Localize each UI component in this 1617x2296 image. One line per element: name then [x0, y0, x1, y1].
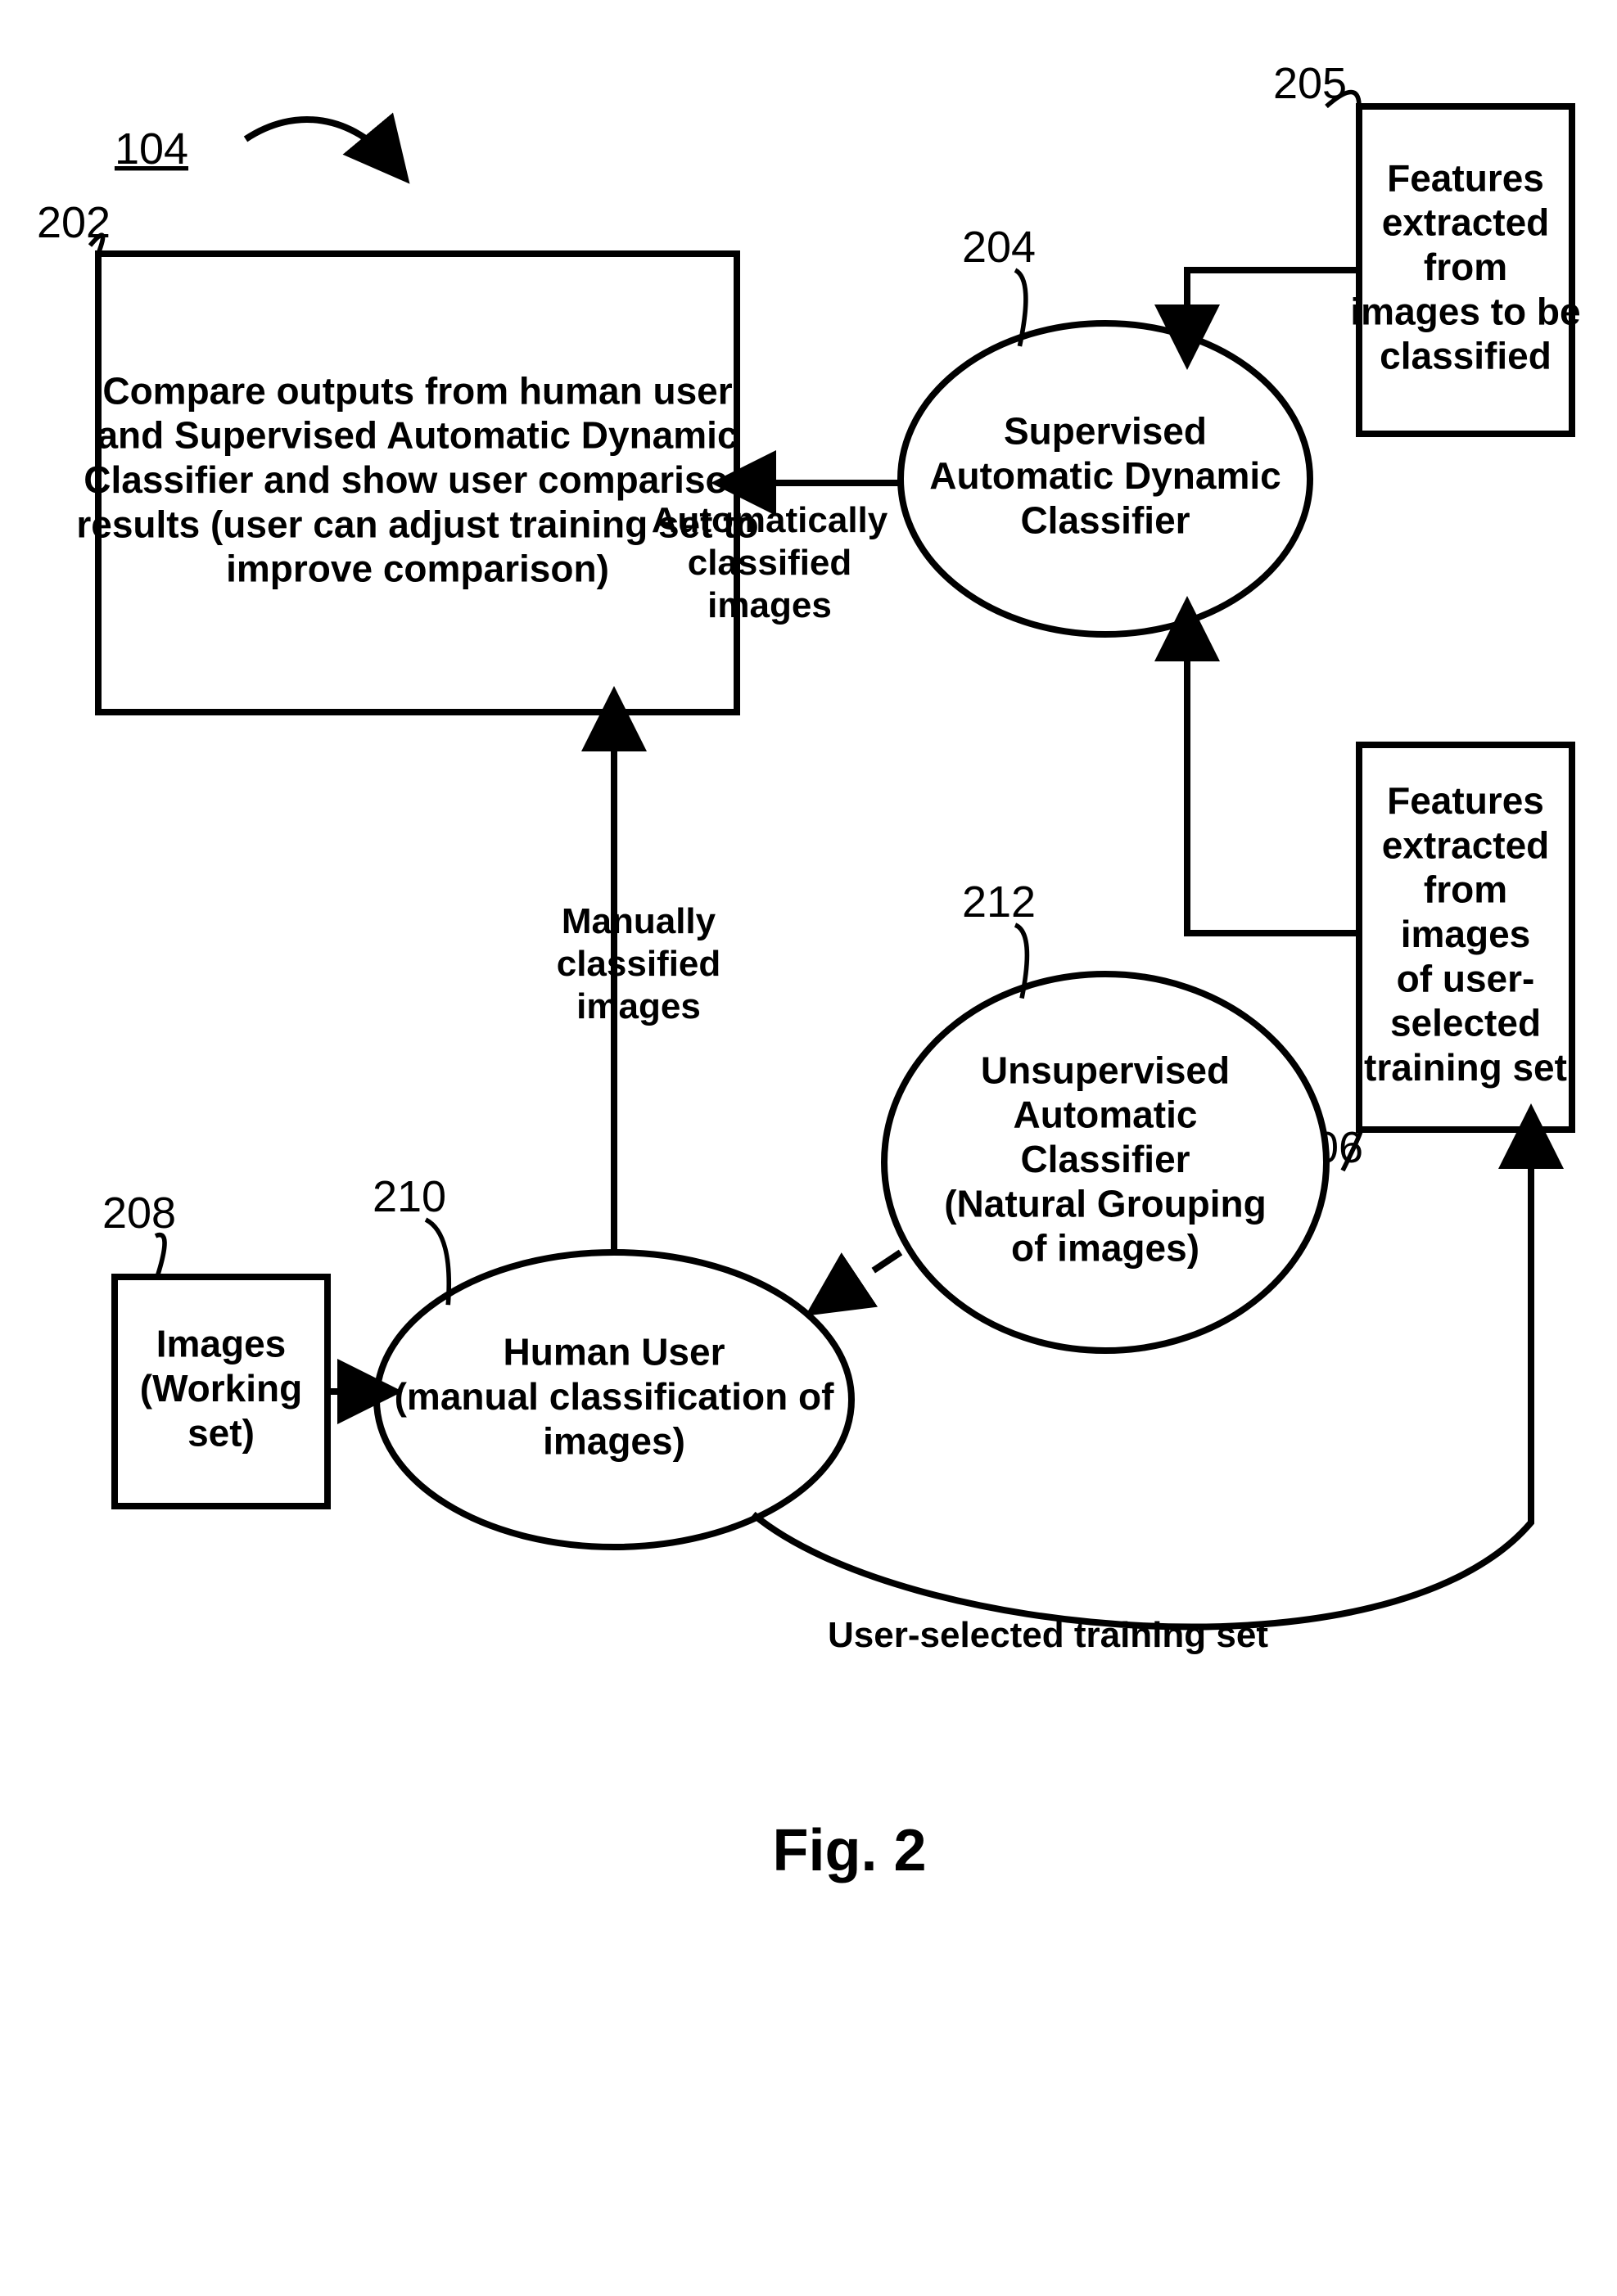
node-supervised: SupervisedAutomatic DynamicClassifier204 — [901, 223, 1310, 634]
ref-208: 208 — [102, 1189, 176, 1238]
node-images: Images(Workingset)208 — [102, 1189, 327, 1506]
figure-caption: Fig. 2 — [772, 1818, 926, 1883]
edge-4: Manuallyclassifiedimages — [557, 712, 721, 1252]
node-feat_classify: Featuresextractedfromimages to beclassif… — [1273, 59, 1581, 434]
ref-204: 204 — [962, 223, 1036, 272]
node-unsupervised: UnsupervisedAutomaticClassifier(Natural … — [884, 877, 1326, 1351]
ref-202: 202 — [37, 198, 111, 247]
edge-6-label: User-selected training set — [828, 1615, 1268, 1655]
ref-210: 210 — [373, 1172, 446, 1221]
edge-0 — [1187, 270, 1359, 344]
node-compare: Compare outputs from human userand Super… — [37, 198, 759, 712]
figure-ref-104: 104 — [115, 120, 393, 174]
edge-5 — [827, 1252, 901, 1301]
node-feat_training: Featuresextractedfromimagesof user-selec… — [1290, 745, 1572, 1172]
edge-1 — [1187, 622, 1359, 933]
ref-212: 212 — [962, 877, 1036, 927]
edge-4-label: Manuallyclassifiedimages — [557, 901, 721, 1026]
svg-text:104: 104 — [115, 124, 188, 174]
